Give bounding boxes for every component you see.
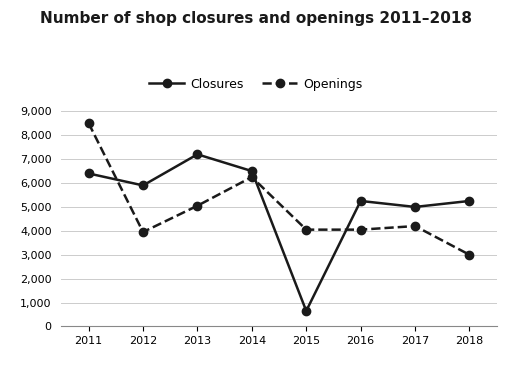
- Openings: [303, 227, 309, 232]
- Closures: [357, 199, 364, 203]
- Openings: [86, 121, 92, 125]
- Openings: [357, 227, 364, 232]
- Closures: [466, 199, 473, 203]
- Legend: Closures, Openings: Closures, Openings: [144, 73, 368, 96]
- Closures: [303, 309, 309, 313]
- Openings: [195, 204, 201, 208]
- Closures: [140, 183, 146, 188]
- Text: Number of shop closures and openings 2011–2018: Number of shop closures and openings 201…: [40, 11, 472, 26]
- Openings: [412, 224, 418, 228]
- Line: Closures: Closures: [84, 150, 474, 315]
- Openings: [466, 253, 473, 257]
- Closures: [195, 152, 201, 157]
- Closures: [86, 171, 92, 176]
- Openings: [140, 230, 146, 234]
- Openings: [249, 175, 255, 179]
- Closures: [412, 205, 418, 209]
- Line: Openings: Openings: [84, 119, 474, 259]
- Closures: [249, 169, 255, 173]
